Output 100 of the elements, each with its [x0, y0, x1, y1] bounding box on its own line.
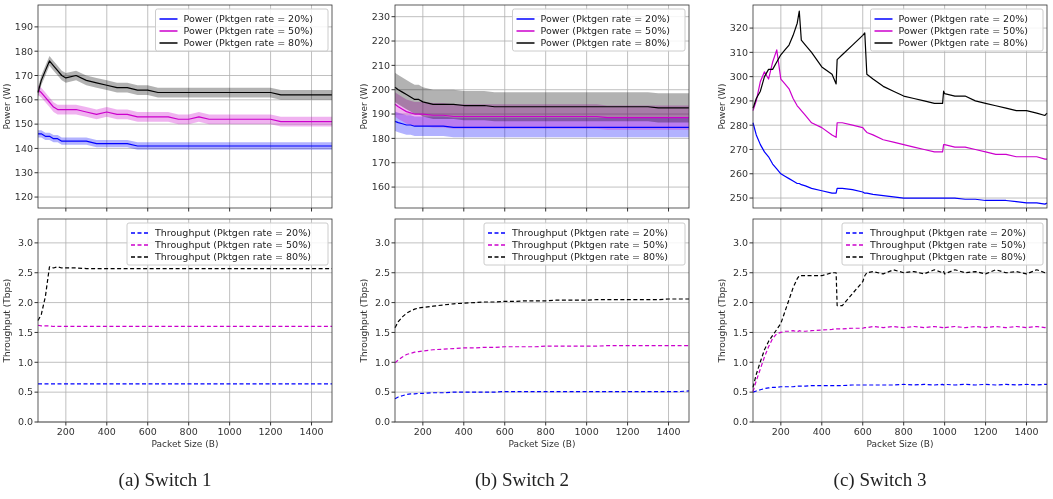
y-tick-label: 2.5 — [732, 267, 748, 279]
y-tick-label: 1.0 — [732, 356, 748, 368]
y-tick-label: 1.5 — [17, 326, 33, 338]
y-tick-label: 250 — [729, 192, 748, 204]
line-series — [394, 86, 690, 109]
y-tick-label: 170 — [371, 157, 390, 169]
y-tick-label: 3.0 — [374, 237, 390, 249]
y-tick-label: 140 — [14, 142, 33, 154]
legend-label: Throughput (Pktgen rate = 50%) — [154, 239, 311, 251]
x-tick-label: 1000 — [932, 426, 957, 437]
x-tick-label: 800 — [894, 426, 913, 437]
x-tick-label: 1400 — [299, 426, 324, 437]
y-tick-label: 260 — [729, 168, 748, 180]
x-tick-label: 1000 — [574, 426, 599, 437]
text: (c) Switch 3 — [833, 469, 927, 491]
y-tick-label: 160 — [371, 181, 390, 193]
line-series — [394, 390, 690, 400]
y-tick-label: 2.5 — [17, 267, 33, 279]
x-tick-label: 400 — [812, 426, 831, 437]
legend-label: Throughput (Pktgen rate = 20%) — [154, 227, 311, 239]
line-series — [394, 344, 690, 364]
x-tick-label: 400 — [454, 426, 473, 437]
line-series — [394, 298, 690, 329]
text: (a) Switch 1 — [118, 469, 212, 491]
y-tick-label: 0.5 — [374, 386, 390, 398]
legend-label: Power (Pktgen rate = 20%) — [898, 13, 1028, 25]
x-tick-label: 200 — [56, 426, 75, 437]
y-tick-label: 1.0 — [17, 356, 33, 368]
legend-label: Power (Pktgen rate = 80%) — [183, 37, 313, 49]
y-tick-label: 1.0 — [374, 356, 390, 368]
x-tick-label: 1400 — [656, 426, 681, 437]
x-tick-label: 600 — [138, 426, 157, 437]
y-tick-label: 0.0 — [374, 416, 390, 428]
x-tick-label: 600 — [853, 426, 872, 437]
y-tick-label: 290 — [729, 95, 748, 107]
y-tick-label: 0.0 — [732, 416, 748, 428]
line-series — [752, 383, 1048, 393]
legend-label: Power (Pktgen rate = 50%) — [540, 25, 670, 37]
legend-label: Throughput (Pktgen rate = 80%) — [511, 251, 668, 263]
line-series — [394, 120, 690, 129]
legend-label: Power (Pktgen rate = 50%) — [183, 25, 313, 37]
legend-label: Throughput (Pktgen rate = 20%) — [511, 227, 668, 239]
legend-label: Throughput (Pktgen rate = 80%) — [869, 251, 1026, 263]
legend-label: Power (Pktgen rate = 80%) — [540, 37, 670, 49]
y-tick-label: 170 — [14, 69, 33, 81]
y-tick-label: 200 — [371, 84, 390, 96]
y-tick-label: 2.0 — [732, 296, 748, 308]
line-series — [752, 49, 1048, 160]
y-tick-label: 0.5 — [17, 386, 33, 398]
x-axis-title: Packet Size (B) — [508, 439, 576, 449]
x-tick-label: 1400 — [1014, 426, 1039, 437]
legend-label: Power (Pktgen rate = 50%) — [898, 25, 1028, 37]
x-tick-label: 600 — [495, 426, 514, 437]
x-tick-label: 200 — [413, 426, 432, 437]
y-tick-label: 190 — [371, 108, 390, 120]
y-tick-label: 320 — [729, 22, 748, 34]
x-tick-label: 200 — [771, 426, 790, 437]
y-tick-label: 230 — [371, 11, 390, 23]
y-tick-label: 3.0 — [732, 237, 748, 249]
y-tick-label: 2.5 — [374, 267, 390, 279]
y-tick-label: 220 — [371, 35, 390, 47]
y-tick-label: 2.0 — [17, 296, 33, 308]
legend-label: Power (Pktgen rate = 20%) — [540, 13, 670, 25]
y-axis-title: Power (W) — [717, 83, 727, 130]
y-tick-label: 180 — [14, 45, 33, 57]
line-series — [752, 10, 1048, 117]
y-tick-label: 310 — [729, 46, 748, 58]
legend-label: Throughput (Pktgen rate = 50%) — [511, 239, 668, 251]
y-tick-label: 1.5 — [732, 326, 748, 338]
y-tick-label: 0.5 — [732, 386, 748, 398]
x-axis-title: Packet Size (B) — [151, 439, 219, 449]
y-tick-label: 1.5 — [374, 326, 390, 338]
y-axis-title: Power (W) — [2, 83, 12, 130]
y-tick-label: 280 — [729, 119, 748, 131]
y-tick-label: 3.0 — [17, 237, 33, 249]
legend-label: Throughput (Pktgen rate = 20%) — [869, 227, 1026, 239]
y-tick-label: 180 — [371, 132, 390, 144]
x-tick-label: 1200 — [258, 426, 283, 437]
x-tick-label: 1200 — [973, 426, 998, 437]
y-axis-title: Throughput (Tbps) — [717, 278, 727, 364]
y-tick-label: 130 — [14, 167, 33, 179]
y-tick-label: 270 — [729, 143, 748, 155]
y-tick-label: 2.0 — [374, 296, 390, 308]
x-tick-label: 1000 — [217, 426, 242, 437]
x-tick-label: 1200 — [615, 426, 640, 437]
legend-label: Throughput (Pktgen rate = 80%) — [154, 251, 311, 263]
y-axis-title: Throughput (Tbps) — [359, 278, 369, 364]
legend-label: Power (Pktgen rate = 20%) — [183, 13, 313, 25]
y-tick-label: 0.0 — [17, 416, 33, 428]
y-axis-title: Throughput (Tbps) — [2, 278, 12, 364]
y-tick-label: 160 — [14, 94, 33, 106]
x-tick-label: 800 — [536, 426, 555, 437]
y-tick-label: 190 — [14, 21, 33, 33]
legend-label: Throughput (Pktgen rate = 50%) — [869, 239, 1026, 251]
y-tick-label: 300 — [729, 70, 748, 82]
y-tick-label: 150 — [14, 118, 33, 130]
y-tick-label: 210 — [371, 59, 390, 71]
y-tick-label: 120 — [14, 191, 33, 203]
legend-label: Power (Pktgen rate = 80%) — [898, 37, 1028, 49]
x-tick-label: 400 — [97, 426, 116, 437]
